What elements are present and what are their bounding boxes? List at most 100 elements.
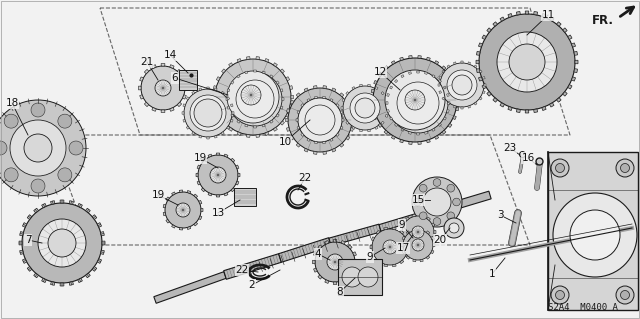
Polygon shape (100, 250, 104, 255)
Polygon shape (318, 245, 322, 249)
Polygon shape (468, 62, 470, 64)
Polygon shape (246, 135, 250, 137)
Polygon shape (409, 56, 412, 58)
Circle shape (0, 100, 86, 196)
Circle shape (497, 32, 557, 92)
Polygon shape (432, 112, 435, 115)
Polygon shape (77, 204, 83, 208)
Polygon shape (427, 117, 430, 120)
Polygon shape (379, 210, 431, 231)
Polygon shape (479, 97, 482, 100)
Polygon shape (385, 99, 388, 101)
Polygon shape (550, 103, 554, 107)
Polygon shape (438, 79, 442, 83)
Polygon shape (353, 252, 356, 256)
Polygon shape (199, 216, 202, 220)
Polygon shape (340, 126, 343, 130)
Polygon shape (487, 28, 492, 33)
Polygon shape (69, 282, 74, 285)
Circle shape (570, 210, 620, 260)
Polygon shape (350, 128, 353, 131)
Circle shape (4, 114, 18, 128)
Text: 23: 23 (504, 143, 516, 153)
Polygon shape (376, 260, 380, 264)
Polygon shape (413, 259, 416, 262)
Polygon shape (394, 79, 397, 83)
Polygon shape (342, 119, 344, 121)
Polygon shape (420, 121, 424, 123)
Text: 9: 9 (367, 252, 373, 262)
Polygon shape (431, 250, 434, 254)
Polygon shape (474, 65, 477, 68)
Polygon shape (412, 247, 416, 250)
Polygon shape (500, 103, 504, 107)
Polygon shape (51, 282, 55, 285)
Polygon shape (273, 63, 277, 67)
Circle shape (241, 85, 261, 105)
Text: 18: 18 (5, 98, 19, 108)
Polygon shape (406, 256, 410, 259)
Circle shape (231, 75, 271, 115)
Polygon shape (163, 212, 166, 216)
Polygon shape (333, 240, 337, 242)
Polygon shape (28, 266, 32, 271)
Polygon shape (318, 275, 322, 279)
Polygon shape (435, 136, 438, 139)
Polygon shape (182, 77, 186, 81)
Polygon shape (384, 227, 388, 230)
Polygon shape (402, 250, 405, 254)
Circle shape (509, 44, 545, 80)
Polygon shape (314, 85, 317, 89)
Polygon shape (216, 153, 220, 155)
Polygon shape (20, 250, 24, 255)
Polygon shape (340, 111, 343, 114)
Polygon shape (192, 91, 195, 94)
Polygon shape (221, 69, 226, 73)
Polygon shape (315, 96, 317, 99)
Polygon shape (408, 245, 410, 249)
Polygon shape (271, 93, 273, 97)
Polygon shape (400, 117, 403, 120)
Polygon shape (179, 228, 182, 230)
Polygon shape (216, 113, 220, 117)
Polygon shape (60, 283, 64, 286)
Circle shape (403, 230, 433, 260)
Polygon shape (266, 107, 269, 110)
Polygon shape (323, 152, 326, 154)
Polygon shape (534, 109, 538, 113)
Polygon shape (438, 84, 440, 86)
Polygon shape (333, 282, 337, 285)
Polygon shape (409, 142, 412, 145)
Text: 16: 16 (522, 153, 534, 163)
Polygon shape (442, 97, 445, 100)
Polygon shape (92, 215, 97, 219)
Text: 22: 22 (298, 173, 312, 183)
Polygon shape (161, 110, 165, 113)
Polygon shape (392, 106, 394, 109)
Polygon shape (280, 121, 284, 125)
Polygon shape (34, 273, 38, 278)
Polygon shape (231, 158, 235, 162)
Polygon shape (260, 75, 263, 78)
Polygon shape (563, 28, 567, 33)
Polygon shape (230, 100, 233, 104)
Polygon shape (280, 106, 283, 109)
Circle shape (22, 203, 102, 283)
Polygon shape (140, 77, 143, 81)
Polygon shape (424, 72, 428, 74)
Circle shape (38, 219, 86, 267)
Polygon shape (381, 121, 384, 124)
Circle shape (412, 177, 462, 227)
Polygon shape (170, 65, 174, 68)
Polygon shape (454, 62, 456, 64)
Polygon shape (434, 230, 436, 234)
Polygon shape (187, 226, 191, 229)
Text: 10: 10 (278, 137, 292, 147)
Polygon shape (427, 217, 431, 220)
Polygon shape (387, 107, 389, 109)
Circle shape (24, 134, 52, 162)
Polygon shape (223, 254, 282, 279)
Polygon shape (34, 208, 38, 213)
Polygon shape (574, 69, 577, 73)
Polygon shape (371, 107, 374, 111)
